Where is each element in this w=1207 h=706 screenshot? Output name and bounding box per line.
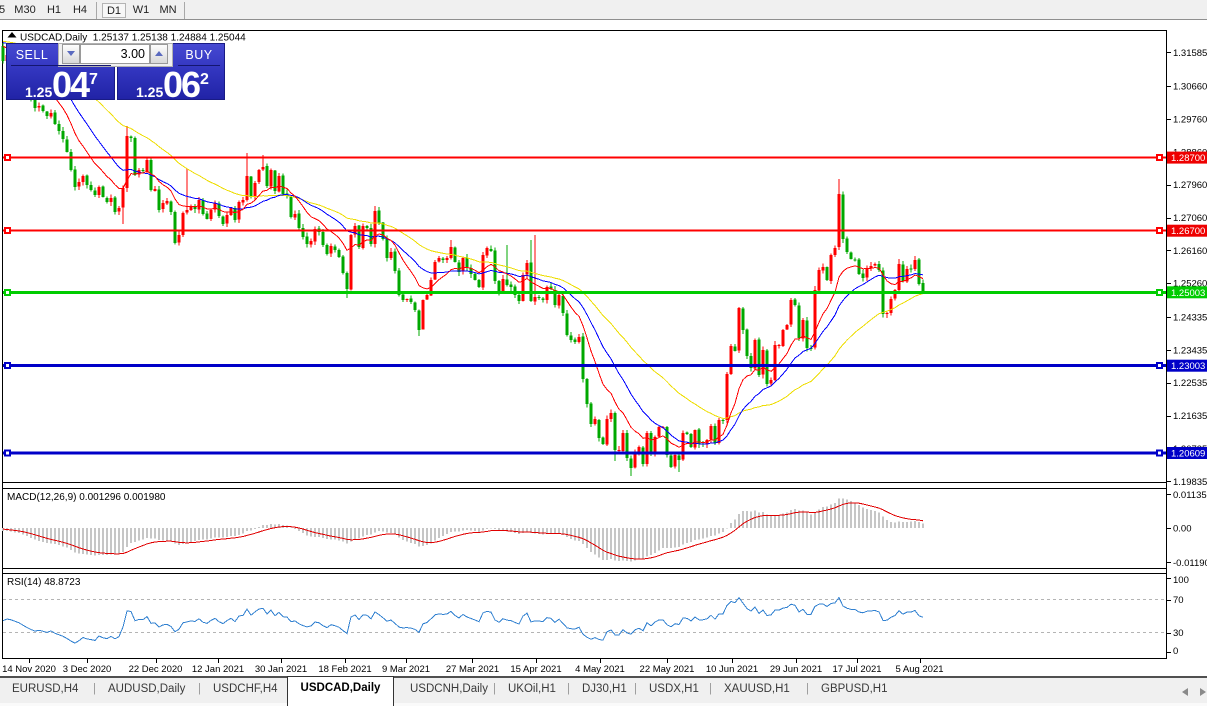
svg-text:1.26700: 1.26700 <box>1171 226 1205 237</box>
svg-text:1.23003: 1.23003 <box>1171 361 1205 372</box>
svg-text:14 Nov 2020: 14 Nov 2020 <box>2 664 56 675</box>
svg-text:1.28700: 1.28700 <box>1171 153 1205 164</box>
svg-text:1.25003: 1.25003 <box>1171 288 1205 299</box>
svg-text:30 Jan 2021: 30 Jan 2021 <box>255 664 307 675</box>
svg-text:0.00: 0.00 <box>1173 524 1192 535</box>
svg-text:1.26160: 1.26160 <box>1173 246 1207 257</box>
svg-text:1.25260: 1.25260 <box>1173 279 1207 290</box>
svg-text:1.24335: 1.24335 <box>1173 313 1207 324</box>
svg-text:4 May 2021: 4 May 2021 <box>575 664 625 675</box>
svg-text:0: 0 <box>1173 646 1178 657</box>
svg-text:1.21635: 1.21635 <box>1173 411 1207 422</box>
svg-text:-0.01190: -0.01190 <box>1173 558 1207 569</box>
svg-text:18 Feb 2021: 18 Feb 2021 <box>318 664 371 675</box>
svg-text:1.22535: 1.22535 <box>1173 378 1207 389</box>
svg-text:27 Mar 2021: 27 Mar 2021 <box>446 664 499 675</box>
svg-text:70: 70 <box>1173 595 1184 606</box>
svg-text:1.30660: 1.30660 <box>1173 82 1207 93</box>
svg-text:12 Jan 2021: 12 Jan 2021 <box>192 664 244 675</box>
svg-text:1.29760: 1.29760 <box>1173 114 1207 125</box>
svg-text:17 Jul 2021: 17 Jul 2021 <box>832 664 881 675</box>
svg-text:1.23435: 1.23435 <box>1173 345 1207 356</box>
svg-text:9 Mar 2021: 9 Mar 2021 <box>382 664 430 675</box>
svg-text:RSI(14) 48.8723: RSI(14) 48.8723 <box>7 577 81 588</box>
svg-text:1.27060: 1.27060 <box>1173 213 1207 224</box>
svg-text:1.19835: 1.19835 <box>1173 477 1207 488</box>
svg-text:29 Jun 2021: 29 Jun 2021 <box>770 664 822 675</box>
svg-text:10 Jun 2021: 10 Jun 2021 <box>706 664 758 675</box>
svg-text:MACD(12,26,9) 0.001296 0.00198: MACD(12,26,9) 0.001296 0.001980 <box>7 492 166 503</box>
svg-text:22 Dec 2020: 22 Dec 2020 <box>129 664 183 675</box>
svg-text:22 May 2021: 22 May 2021 <box>640 664 695 675</box>
svg-text:15 Apr 2021: 15 Apr 2021 <box>510 664 561 675</box>
svg-text:3 Dec 2020: 3 Dec 2020 <box>63 664 112 675</box>
svg-text:1.31585: 1.31585 <box>1173 48 1207 59</box>
svg-text:5 Aug 2021: 5 Aug 2021 <box>895 664 943 675</box>
svg-text:0.01135: 0.01135 <box>1173 490 1207 501</box>
svg-text:30: 30 <box>1173 628 1184 639</box>
svg-text:100: 100 <box>1173 575 1189 586</box>
svg-text:1.27960: 1.27960 <box>1173 180 1207 191</box>
svg-text:USDCAD,Daily 1.25137 1.25138: USDCAD,Daily 1.25137 1.25138 1.24884 1.2… <box>20 33 246 44</box>
svg-text:1.20609: 1.20609 <box>1171 449 1205 460</box>
